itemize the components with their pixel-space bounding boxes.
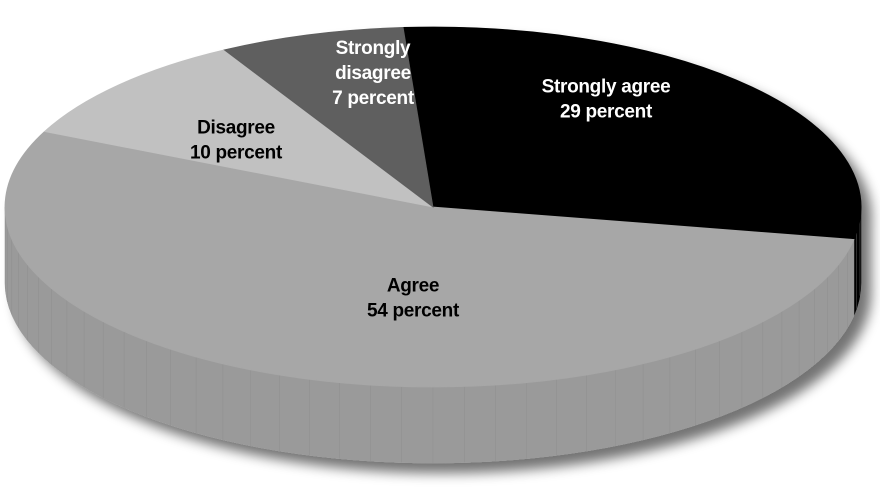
slice-label-line: 10 percent — [190, 143, 283, 164]
slice-label-line: Agree — [387, 276, 439, 297]
slice-label-2: Disagree 10 percent — [190, 118, 283, 164]
pie-slice-0 — [402, 26, 862, 240]
pie-slice-3 — [223, 27, 434, 208]
slice-label-line: 54 percent — [367, 301, 460, 322]
slice-label-line: 7 percent — [332, 88, 415, 109]
slice-label-line: Strongly — [336, 38, 411, 59]
slice-label-line: disagree — [335, 63, 411, 84]
pie-slice-2 — [43, 49, 434, 208]
pie-slice-1 — [4, 131, 855, 388]
slice-label-line: 29 percent — [560, 102, 653, 123]
slice-label-0: Strongly agree 29 percent — [542, 77, 671, 123]
slice-label-3: Strongly disagree 7 percent — [332, 38, 415, 109]
slice-label-1: Agree 54 percent — [367, 276, 460, 322]
slice-label-line: Disagree — [197, 118, 275, 139]
slice-label-line: Strongly agree — [542, 77, 671, 98]
